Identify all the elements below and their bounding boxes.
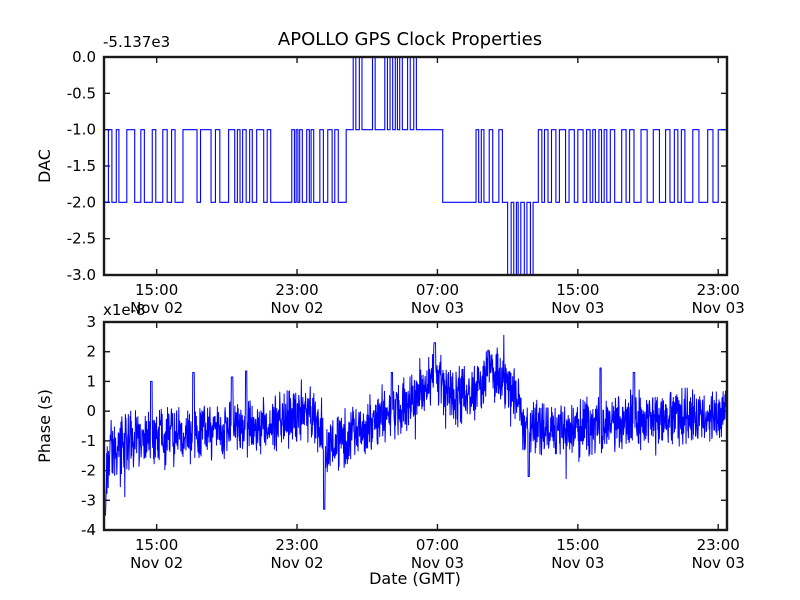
dac-y-tick-label: -3.0 [67,266,96,284]
phase-x-tick-time: 23:00 [697,536,740,554]
phase-x-tick-time: 23:00 [275,536,318,554]
dac-x-tick-date: Nov 03 [551,299,604,317]
dac-y-tick-label: 0.0 [72,48,96,66]
dac-x-tick-date: Nov 03 [692,299,745,317]
dac-x-tick-time: 15:00 [556,281,599,299]
dac-x-tick-date: Nov 03 [411,299,464,317]
phase-y-tick-label: -3 [81,491,96,509]
phase-x-tick-time: 07:00 [416,536,459,554]
phase-x-tick-date: Nov 03 [551,554,604,572]
phase-y-tick-label: -4 [81,521,96,539]
dac-y-offset-text: -5.137e3 [103,33,170,51]
phase-y-tick-label: 2 [86,343,96,361]
dac-x-tick-time: 23:00 [697,281,740,299]
phase-x-tick-date: Nov 03 [692,554,745,572]
dac-y-tick-label: -0.5 [67,84,96,102]
phase-data-line [103,334,728,516]
phase-x-tick-time: 15:00 [556,536,599,554]
phase-x-axis-label: Date (GMT) [369,569,461,588]
dac-y-tick-labels: 0.0 -0.5 -1.0 -1.5 -2.0 -2.5 -3.0 [67,48,96,284]
phase-x-tick-date: Nov 02 [270,554,323,572]
page-title: APOLLO GPS Clock Properties [278,29,542,50]
dac-subplot: APOLLO GPS Clock Properties -5.137e3 0.0… [35,29,745,317]
phase-x-tick-date: Nov 03 [411,554,464,572]
dac-y-axis-label: DAC [35,149,54,183]
phase-y-tick-label: -1 [81,432,96,450]
phase-y-tick-label: 0 [86,402,96,420]
dac-x-tick-date: Nov 02 [270,299,323,317]
dac-data-line [104,56,727,276]
dac-y-tick-label: -1.0 [67,121,96,139]
dac-x-tick-time: 23:00 [275,281,318,299]
phase-y-tick-labels: 3 2 1 0 -1 -2 -3 -4 [81,313,96,539]
phase-y-multiplier-text: x1e-8 [103,301,146,319]
phase-x-tick-date: Nov 02 [130,554,183,572]
dac-x-tick-time: 07:00 [416,281,459,299]
dac-y-tick-label: -2.5 [67,230,96,248]
phase-y-tick-label: 1 [86,372,96,390]
dac-y-tick-label: -2.0 [67,193,96,211]
phase-y-axis-label: Phase (s) [35,389,54,463]
phase-x-tick-time: 15:00 [135,536,178,554]
phase-y-tick-label: 3 [86,313,96,331]
phase-y-tick-label: -2 [81,462,96,480]
phase-axes-frame [102,320,729,532]
dac-y-tick-label: -1.5 [67,157,96,175]
dac-x-tick-time: 15:00 [135,281,178,299]
dac-axes-frame [102,55,729,277]
dac-x-tick-date: Nov 02 [130,299,183,317]
